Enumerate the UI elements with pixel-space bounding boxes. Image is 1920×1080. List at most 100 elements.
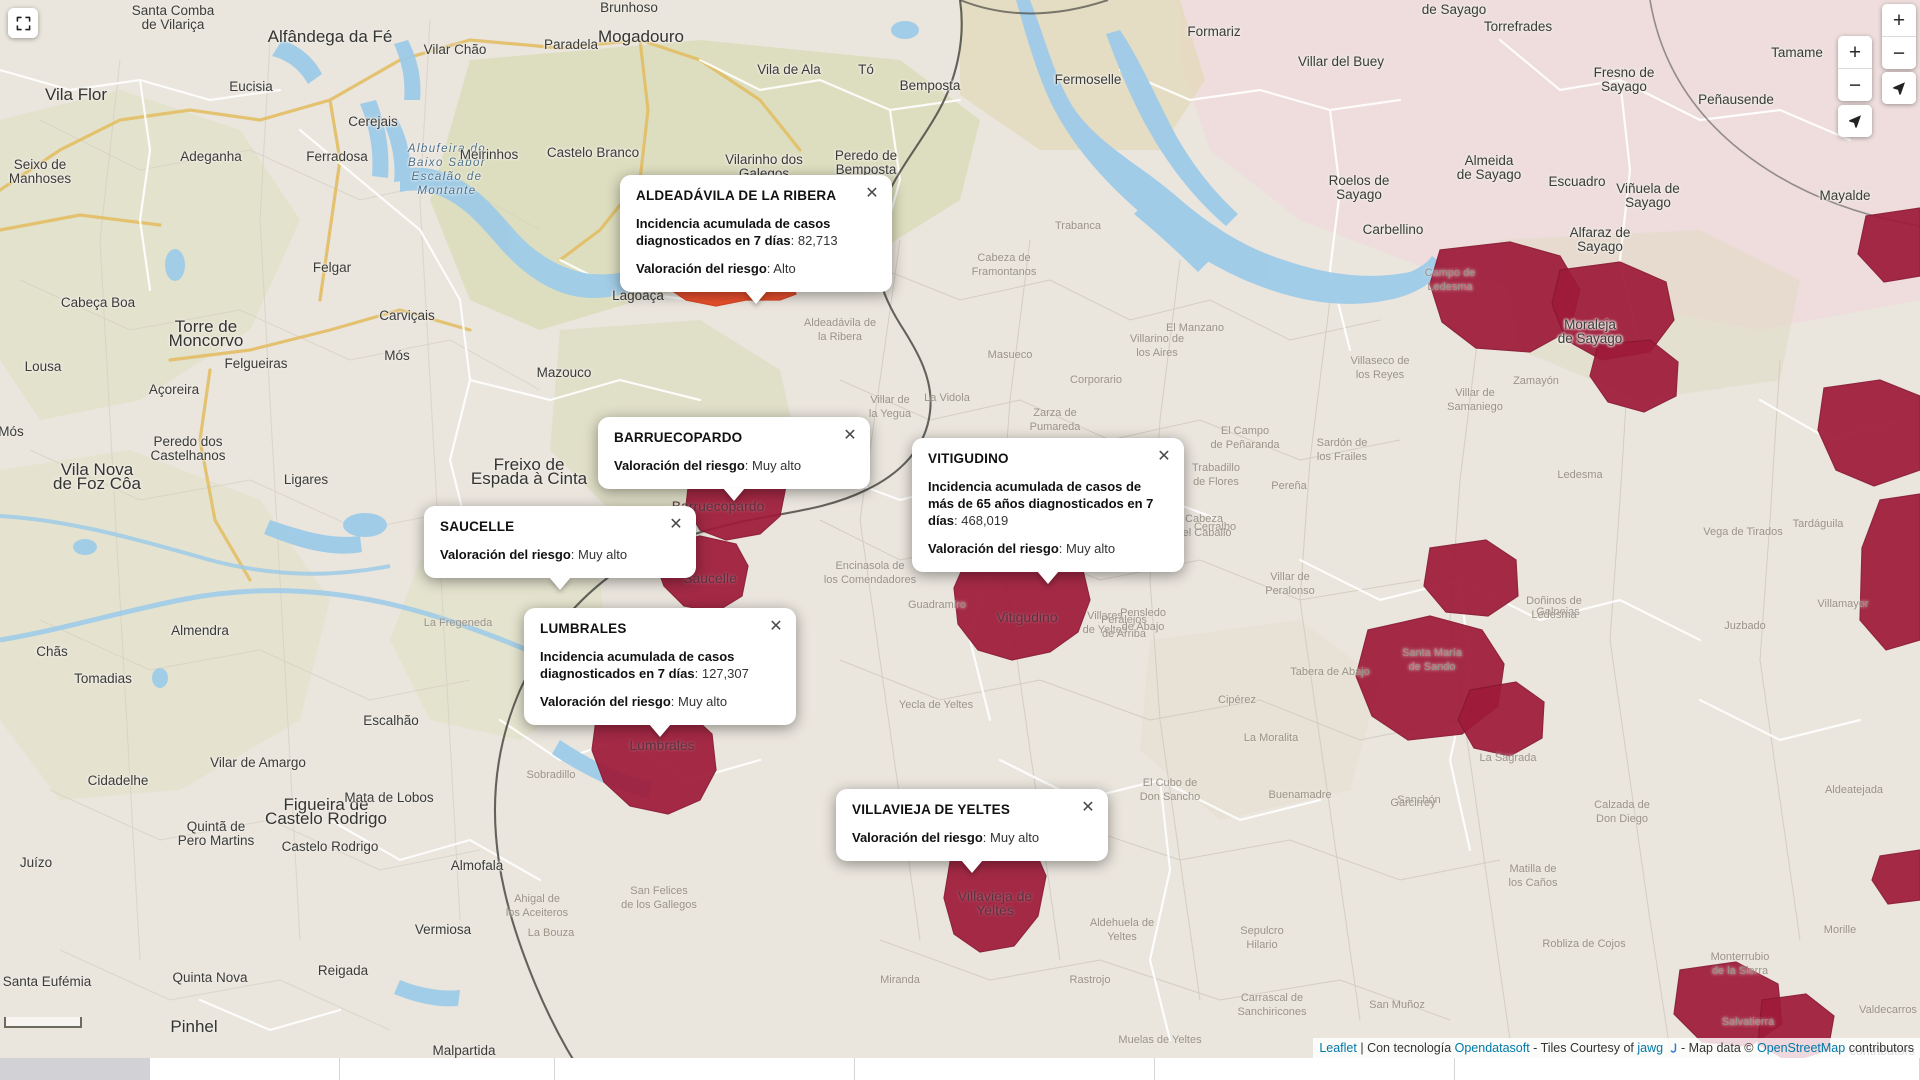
map-place-label: Masueco	[987, 349, 1033, 361]
map-place-label: Doñinos de Ledesma	[1526, 595, 1582, 621]
chrome-segment	[1155, 1058, 1455, 1080]
locate-arrow-icon-outer[interactable]	[1882, 72, 1916, 104]
map-place-label: La Vidola	[924, 392, 970, 404]
popup-close-icon[interactable]: ✕	[1157, 448, 1171, 465]
map-place-label: Açoreira	[148, 382, 200, 397]
map-place-label: Cidadelhe	[87, 773, 149, 788]
attribution-jawg-link[interactable]: jawg	[1637, 1041, 1664, 1055]
map-place-label: Santa María de Sando	[1402, 647, 1462, 673]
attribution-opendatasoft-link[interactable]: Opendatasoft	[1454, 1041, 1530, 1055]
popup-close-icon[interactable]: ✕	[865, 185, 879, 202]
popup-metric: Incidencia acumulada de casos diagnostic…	[636, 216, 838, 248]
locate-control-outer[interactable]	[1882, 72, 1916, 104]
zoom-control-outer[interactable]: + −	[1882, 4, 1916, 69]
attribution-osm-link[interactable]: OpenStreetMap	[1756, 1041, 1846, 1055]
map-place-label: Aldehuela de Yeltes	[1089, 917, 1155, 943]
map-place-label: Santa Eufémia	[2, 974, 92, 989]
map-place-label: Felgar	[312, 260, 352, 275]
map-place-label: Aldeatejada	[1824, 784, 1884, 796]
map-place-label: Mogadouro	[597, 27, 685, 46]
map-place-label: Calzada de Don Diego	[1594, 799, 1650, 825]
popup-metric-label: Incidencia acumulada de casos de más de …	[928, 479, 1154, 528]
zoom-control-inner[interactable]: + −	[1838, 36, 1872, 101]
map-place-label: Cabeza de Framontanos	[971, 252, 1037, 278]
locate-arrow-icon[interactable]	[1838, 105, 1872, 137]
map-place-label: Vila Nova de Foz Côa	[53, 460, 141, 493]
map-place-label: El Cubo de Don Sancho	[1139, 777, 1201, 803]
map-place-label: El Manzano	[1165, 322, 1225, 334]
popup-vitigudino[interactable]: VITIGUDINO Incidencia acumulada de casos…	[912, 438, 1184, 584]
popup-barruecopardo[interactable]: BARRUECOPARDO Valoración del riesgo: Muy…	[598, 417, 870, 501]
popup-risk-value: Alto	[773, 261, 796, 276]
popup-risk-value: Muy alto	[1066, 541, 1116, 556]
map-place-label: Villar de Peralonso	[1265, 571, 1315, 597]
popup-tip	[745, 291, 767, 304]
map-place-label: Vilar de Amargo	[210, 755, 306, 770]
map-place-label: Quinta Nova	[172, 970, 248, 985]
map-place-label: Vermiosa	[414, 922, 472, 937]
popup-aldeadavila[interactable]: ALDEADÁVILA DE LA RIBERA Incidencia acum…	[620, 175, 892, 304]
map-place-label: Escalhão	[363, 713, 419, 728]
map-place-label: Ledesma	[1557, 469, 1603, 481]
popup-metric: Incidencia acumulada de casos diagnostic…	[540, 649, 749, 681]
popup-close-icon[interactable]: ✕	[769, 618, 783, 635]
chrome-segment	[340, 1058, 555, 1080]
map-place-label: Sardón de los Frailes	[1316, 437, 1368, 463]
map-place-label: Buenamadre	[1268, 789, 1332, 801]
map-place-label: Carviçais	[379, 308, 435, 323]
map-place-label: Zamayón	[1513, 375, 1559, 387]
map-place-label: Bemposta	[899, 78, 961, 93]
map-place-label: Sepulcro Hilario	[1240, 925, 1284, 951]
popup-risk: Valoración del riesgo: Muy alto	[540, 694, 728, 709]
map-place-label: Villaseco de los Reyes	[1350, 355, 1410, 381]
popup-risk-label: Valoración del riesgo	[440, 547, 571, 562]
popup-close-icon[interactable]: ✕	[1081, 799, 1095, 816]
map-place-label: Sobradillo	[526, 769, 576, 781]
map-place-label: Almeida de Sayago	[1456, 153, 1522, 182]
locate-control[interactable]	[1838, 105, 1872, 137]
map-place-label: Campo de Ledesma	[1424, 267, 1476, 293]
map-place-label: Meirinhos	[459, 147, 519, 162]
map-place-label: Adeganha	[180, 149, 242, 164]
map-place-label: Cabeça Boa	[60, 295, 136, 310]
popup-villavieja-de-yeltes[interactable]: VILLAVIEJA DE YELTES Valoración del ries…	[836, 789, 1108, 873]
map-place-label: Yecla de Yeltes	[898, 699, 974, 711]
zoom-in-button-outer[interactable]: +	[1882, 4, 1916, 36]
zoom-out-button-outer[interactable]: −	[1882, 36, 1916, 69]
popup-saucelle[interactable]: SAUCELLE Valoración del riesgo: Muy alto…	[424, 506, 696, 590]
popup-lumbrales[interactable]: LUMBRALES Incidencia acumulada de casos …	[524, 608, 796, 737]
map-place-label: Fermoselle	[1054, 72, 1122, 87]
map-attribution[interactable]: Leaflet | Con tecnología Opendatasoft - …	[1313, 1038, 1920, 1058]
attribution-leaflet-link[interactable]: Leaflet	[1319, 1041, 1357, 1055]
map-place-label: Zarza de Pumareda	[1029, 407, 1081, 433]
map-place-label: Villar del Buey	[1297, 54, 1385, 69]
popup-risk: Valoración del riesgo: Muy alto	[614, 458, 802, 473]
fullscreen-icon[interactable]	[8, 8, 38, 38]
map-place-label: Morille	[1823, 924, 1857, 936]
popup-title: LUMBRALES	[540, 621, 627, 636]
map-place-label: Chãs	[36, 644, 68, 659]
popup-risk: Valoración del riesgo: Muy alto	[440, 547, 628, 562]
popup-tip	[649, 724, 671, 737]
map-place-label: Juízo	[19, 855, 53, 870]
attribution-mapdata: - Map data ©	[1677, 1041, 1757, 1055]
map-place-label: La Moralita	[1243, 732, 1299, 744]
municipality-cluster-east[interactable]	[1355, 207, 1920, 1063]
map-place-label: La Sagrada	[1479, 752, 1537, 764]
map-place-label: Pereña	[1271, 480, 1307, 492]
popup-close-icon[interactable]: ✕	[843, 427, 857, 444]
popup-metric-label: Incidencia acumulada de casos diagnostic…	[540, 649, 735, 681]
map-place-label: Miranda	[880, 974, 920, 986]
map-place-label: Fresno de Sayago	[1593, 65, 1655, 94]
zoom-in-button[interactable]: +	[1838, 36, 1872, 68]
map-place-label: La Bouza	[527, 927, 575, 939]
attribution-sep: |	[1356, 1041, 1368, 1055]
zoom-out-button[interactable]: −	[1838, 68, 1872, 101]
map-place-label: Vilar Chão	[423, 42, 487, 57]
popup-title: SAUCELLE	[440, 519, 515, 534]
map-place-label: Cerejais	[348, 114, 398, 129]
popup-metric-label: Incidencia acumulada de casos diagnostic…	[636, 216, 831, 248]
fullscreen-control[interactable]	[8, 8, 38, 38]
popup-close-icon[interactable]: ✕	[669, 516, 683, 533]
